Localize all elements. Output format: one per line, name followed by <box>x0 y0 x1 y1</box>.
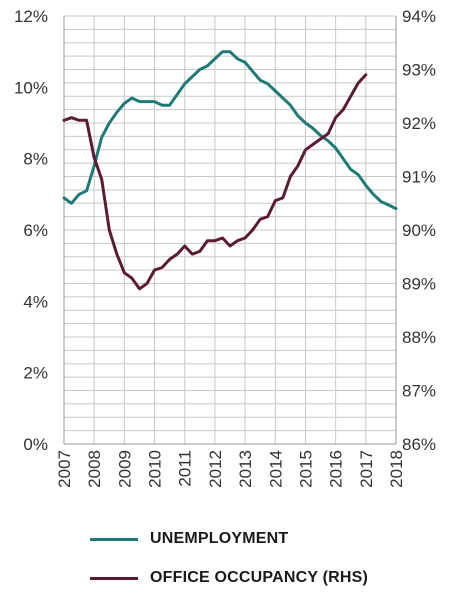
right-tick-label: 93% <box>402 61 436 80</box>
x-tick-label: 2015 <box>296 450 315 488</box>
legend-unemployment-label: UNEMPLOYMENT <box>150 530 289 547</box>
x-tick-label: 2012 <box>206 450 225 488</box>
left-tick-label: 4% <box>23 292 48 311</box>
right-tick-label: 88% <box>402 328 436 347</box>
x-tick-label: 2007 <box>55 450 74 488</box>
x-tick-label: 2017 <box>357 450 376 488</box>
legend-office-occupancy-label: OFFICE OCCUPANCY (RHS) <box>150 569 369 586</box>
x-tick-label: 2016 <box>327 450 346 488</box>
right-tick-label: 86% <box>402 435 436 454</box>
office-occupancy-line <box>62 73 368 291</box>
x-tick-label: 2013 <box>236 450 255 488</box>
left-tick-label: 2% <box>23 364 48 383</box>
legend-unemployment-swatch <box>90 538 138 541</box>
unemployment-line <box>62 50 398 211</box>
x-tick-label: 2014 <box>266 450 285 488</box>
right-tick-label: 91% <box>402 168 436 187</box>
right-tick-label: 90% <box>402 221 436 240</box>
left-axis-ticks: 0% 2% 4% 6% 8% 10% 12% <box>14 7 48 454</box>
legend-office-occupancy-swatch <box>90 577 138 580</box>
right-tick-label: 87% <box>402 382 436 401</box>
x-tick-label: 2018 <box>387 450 406 488</box>
right-tick-label: 94% <box>402 7 436 26</box>
x-axis-ticks: 2007 2008 2009 2010 2011 2012 2013 2014 2015 2016… <box>55 450 406 488</box>
x-tick-label: 2008 <box>85 450 104 488</box>
x-tick-label: 2009 <box>115 450 134 488</box>
series-lines <box>62 50 398 291</box>
left-tick-label: 6% <box>23 221 48 240</box>
left-tick-label: 10% <box>14 78 48 97</box>
axes <box>63 16 397 445</box>
legend-office-occupancy: OFFICE OCCUPANCY (RHS) <box>0 564 468 594</box>
x-tick-label: 2011 <box>176 450 195 487</box>
right-tick-label: 89% <box>402 275 436 294</box>
legend-unemployment: UNEMPLOYMENT <box>0 525 468 555</box>
right-tick-label: 92% <box>402 114 436 133</box>
x-tick-label: 2010 <box>146 450 165 488</box>
left-tick-label: 12% <box>14 7 48 26</box>
left-tick-label: 8% <box>23 150 48 169</box>
left-tick-label: 0% <box>23 435 48 454</box>
right-axis-ticks: 86% 87% 88% 89% 90% 91% 92% 93% 94% <box>402 7 436 454</box>
grid <box>63 15 397 445</box>
chart: 0% 2% 4% 6% 8% 10% 12% 86% 87% 88% 89% 90% 91% 92% 93… <box>14 7 436 488</box>
